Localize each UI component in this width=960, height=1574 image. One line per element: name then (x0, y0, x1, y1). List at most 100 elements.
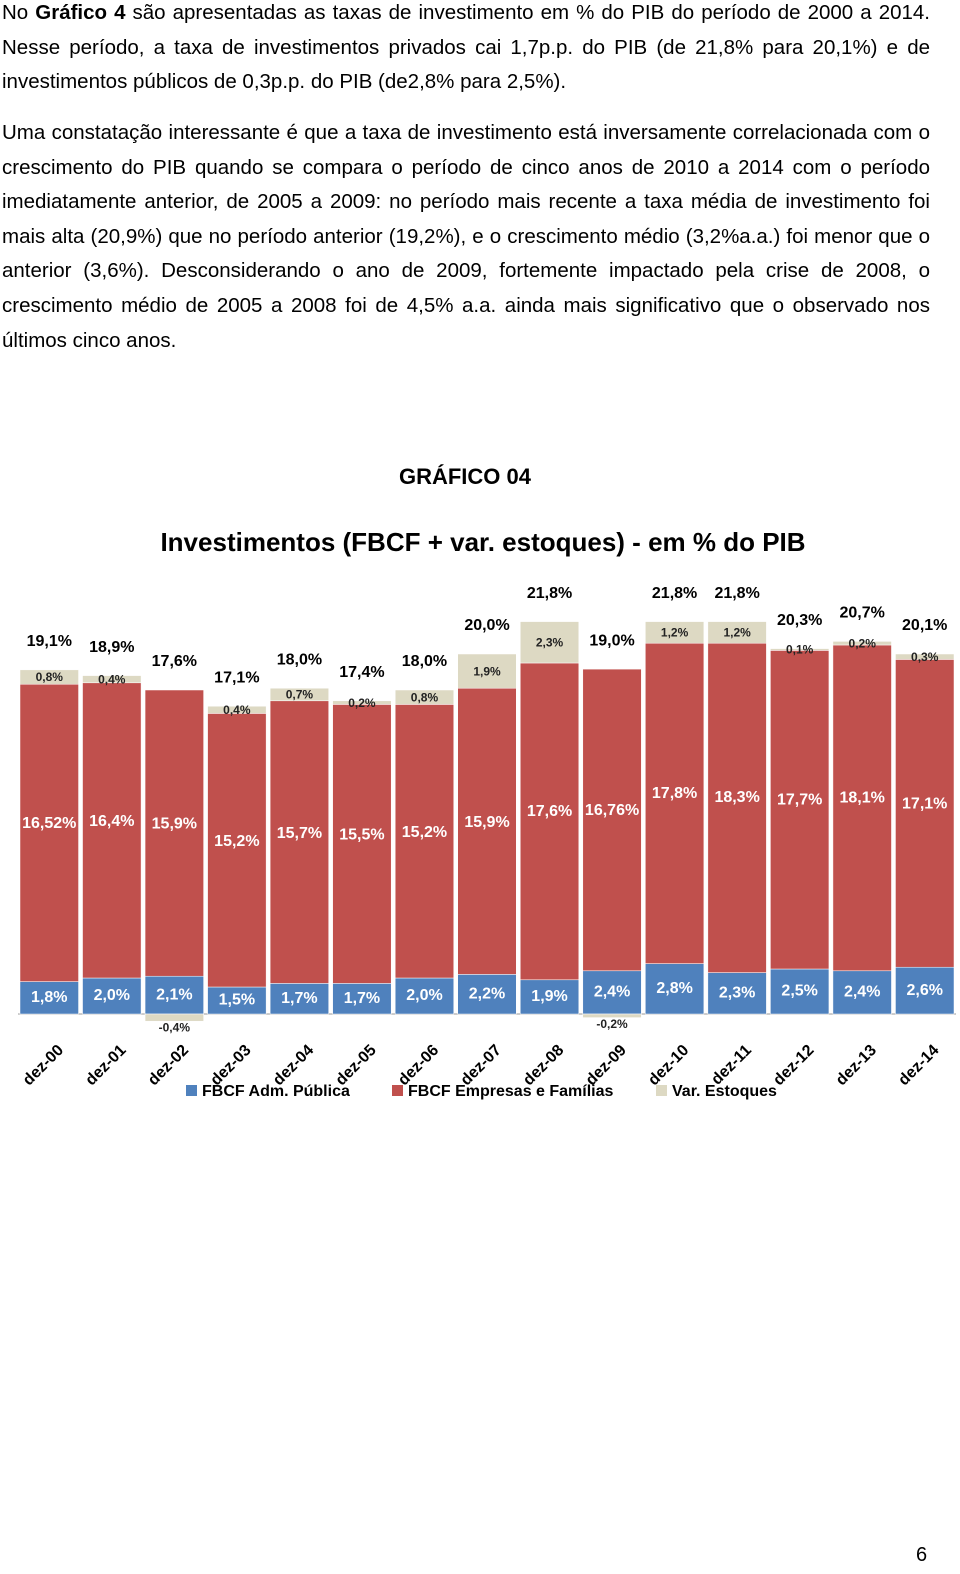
legend-swatch (392, 1085, 403, 1096)
value-label: -0,4% (159, 1020, 191, 1034)
value-label: 0,4% (98, 672, 126, 686)
total-label: 17,4% (339, 664, 384, 681)
bar-segment (82, 675, 142, 684)
bold-text: Gráfico 4 (35, 1, 126, 24)
bar-segment (269, 687, 329, 702)
total-label: 19,1% (27, 633, 72, 650)
total-label: 20,7% (840, 605, 885, 622)
x-tick-label: dez-01 (82, 1042, 129, 1089)
bar-segment (19, 683, 79, 982)
bar-segment (707, 621, 767, 644)
bar-segment (332, 983, 392, 1015)
legend-label: Var. Estoques (672, 1083, 777, 1100)
bar-segment (82, 682, 142, 979)
x-tick-label: dez-02 (145, 1042, 192, 1089)
value-label: 1,8% (31, 989, 67, 1006)
x-tick-label: dez-00 (20, 1042, 67, 1089)
legend-swatch (656, 1085, 667, 1096)
value-label: 2,4% (844, 984, 880, 1001)
value-label: 1,9% (473, 664, 501, 678)
x-tick-label: dez-09 (583, 1042, 630, 1089)
total-label: 18,9% (89, 639, 134, 656)
bar-segment (207, 986, 267, 1015)
total-label: 20,1% (902, 617, 947, 634)
bar-segment (19, 669, 79, 685)
value-label: 2,3% (719, 985, 755, 1002)
bar-segment (832, 641, 892, 646)
x-tick-label: dez-03 (207, 1042, 254, 1089)
value-label: 15,9% (464, 814, 509, 831)
value-label: 0,2% (849, 636, 877, 650)
x-tick-label: dez-08 (520, 1042, 567, 1089)
value-label: 15,2% (402, 824, 447, 841)
value-label: 1,9% (531, 988, 567, 1005)
x-tick-label: dez-04 (270, 1042, 317, 1089)
bar-segment (770, 648, 830, 651)
value-label: 16,52% (22, 815, 76, 832)
chart-title: Investimentos (FBCF + var. estoques) - e… (160, 527, 805, 557)
value-label: 16,4% (89, 813, 134, 830)
value-label: 0,4% (223, 703, 251, 717)
value-label: 2,6% (906, 982, 942, 999)
value-label: 2,1% (156, 986, 192, 1003)
bar-segment (332, 704, 392, 984)
bar-segment (457, 687, 517, 975)
bar-segment (457, 653, 517, 689)
legend-label: FBCF Adm. Pública (202, 1083, 350, 1100)
x-tick-label: dez-12 (770, 1042, 817, 1089)
bar-segment (582, 1013, 642, 1018)
bar-segment (269, 983, 329, 1015)
bar-segment (520, 662, 580, 981)
value-label: 2,4% (594, 984, 630, 1001)
bar-segment (144, 1013, 204, 1022)
legend-swatch (186, 1085, 197, 1096)
paragraph: Uma constatação interessante é que a tax… (2, 116, 930, 358)
value-label: 0,8% (36, 670, 64, 684)
x-tick-label: dez-06 (395, 1042, 442, 1089)
bar-segment (457, 974, 517, 1015)
value-label: 18,3% (714, 789, 759, 806)
value-label: 15,2% (214, 833, 259, 850)
total-label: 20,3% (777, 612, 822, 629)
bar-segment (207, 713, 267, 988)
bar-segment (520, 621, 580, 664)
x-tick-label: dez-11 (708, 1042, 755, 1089)
value-label: 1,7% (281, 990, 317, 1007)
value-label: 0,7% (286, 688, 314, 702)
paragraph: No Gráfico 4 são apresentadas as taxas d… (2, 0, 930, 100)
bar-segment (82, 977, 142, 1015)
value-label: 16,76% (585, 802, 639, 819)
figure-label: GRÁFICO 04 (398, 464, 532, 489)
bar-segment (269, 700, 329, 984)
bar-segment (19, 981, 79, 1015)
bar-segment (645, 642, 705, 964)
bar-segment (707, 972, 767, 1015)
bar-segment (582, 668, 642, 972)
value-label: 0,8% (411, 690, 439, 704)
value-label: 1,2% (723, 626, 751, 640)
page-number: 6 (916, 1544, 928, 1566)
value-label: 2,8% (656, 980, 692, 997)
chart: Investimentos (FBCF + var. estoques) - e… (18, 527, 956, 1100)
value-label: -0,2% (596, 1017, 628, 1031)
bar-segment (394, 977, 454, 1015)
bar-segment (144, 975, 204, 1015)
value-label: 18,1% (840, 789, 885, 806)
total-label: 20,0% (464, 617, 509, 634)
bar-segment (707, 642, 767, 973)
value-label: 15,5% (339, 827, 384, 844)
total-label: 17,6% (152, 653, 197, 670)
text: Uma constatação interessante é que a tax… (2, 121, 930, 352)
value-label: 2,3% (536, 635, 564, 649)
legend-label: FBCF Empresas e Famílias (408, 1083, 614, 1100)
value-label: 1,2% (661, 626, 689, 640)
value-label: 17,7% (777, 791, 822, 808)
value-label: 1,7% (344, 990, 380, 1007)
value-label: 2,2% (469, 985, 505, 1002)
total-label: 21,8% (714, 585, 759, 602)
bar-segment (770, 650, 830, 970)
bar-segment (207, 705, 267, 714)
bar-segment (832, 970, 892, 1015)
bar-segment (394, 704, 454, 979)
value-label: 0,1% (786, 643, 814, 657)
